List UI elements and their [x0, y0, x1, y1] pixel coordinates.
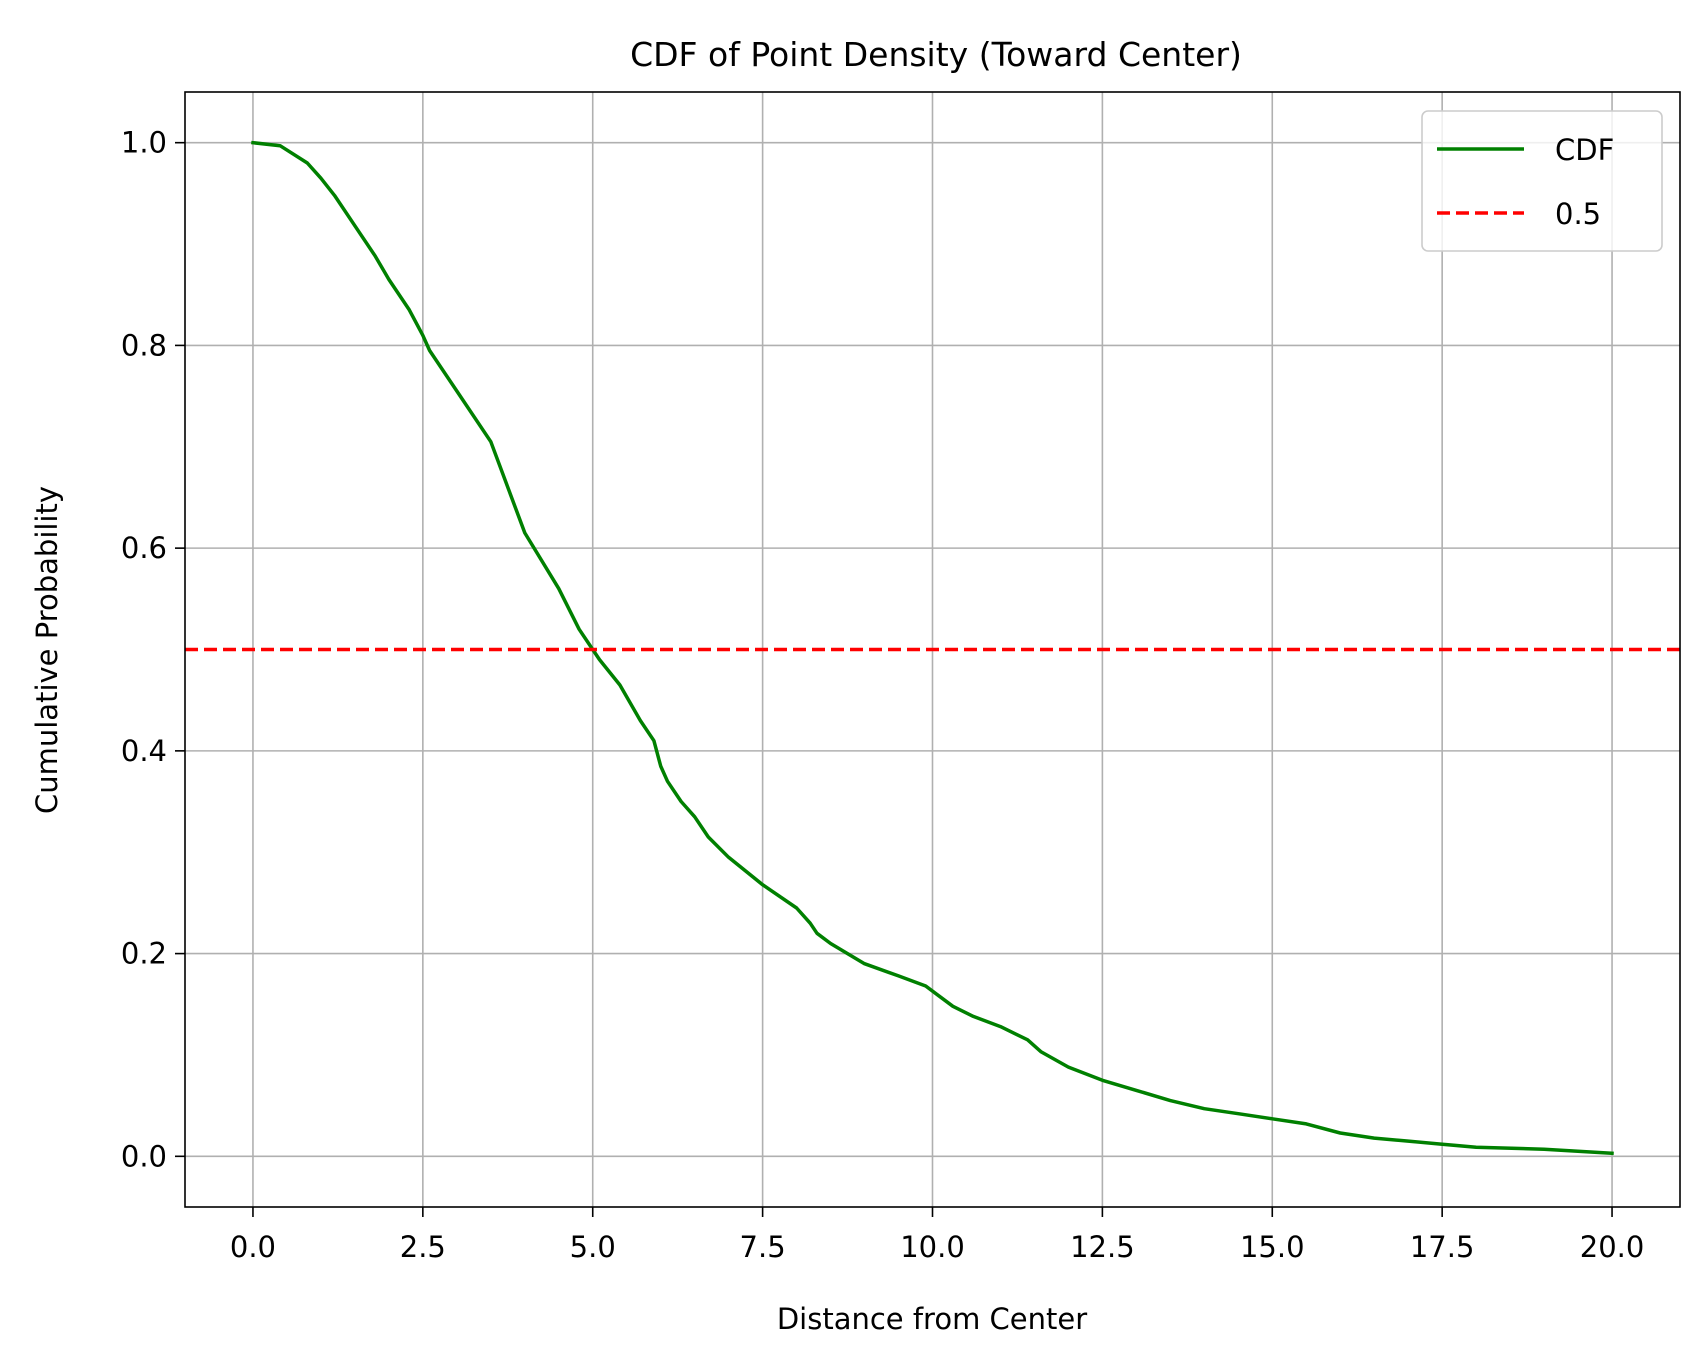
x-tick-label: 15.0 — [1240, 1230, 1305, 1264]
legend: CDF 0.5 — [1421, 110, 1663, 252]
y-tick-label: 0.0 — [121, 1139, 167, 1173]
x-tick-label: 0.0 — [230, 1230, 276, 1264]
legend-label-cdf: CDF — [1555, 133, 1614, 167]
x-tick-label: 7.5 — [740, 1230, 786, 1264]
x-tick-label: 12.5 — [1070, 1230, 1135, 1264]
grid-lines — [185, 92, 1680, 1207]
y-axis-label: Cumulative Probability — [30, 486, 64, 814]
x-tick-label: 17.5 — [1410, 1230, 1475, 1264]
x-tick-label: 2.5 — [400, 1230, 446, 1264]
chart-title: CDF of Point Density (Toward Center) — [630, 35, 1242, 74]
cdf-series-line — [251, 140, 1614, 1156]
x-tick-label: 20.0 — [1580, 1230, 1645, 1264]
y-tick-label: 1.0 — [121, 126, 167, 160]
x-tick-label: 10.0 — [900, 1230, 965, 1264]
x-tick-label: 5.0 — [570, 1230, 616, 1264]
legend-box — [1421, 110, 1663, 252]
x-axis: 0.0 2.5 5.0 7.5 10.0 12.5 15.0 17.5 20.0 — [230, 1207, 1644, 1264]
legend-label-threshold: 0.5 — [1555, 197, 1601, 231]
y-tick-label: 0.6 — [121, 531, 167, 565]
y-tick-label: 0.2 — [121, 937, 167, 971]
y-tick-label: 0.8 — [121, 328, 167, 362]
x-axis-label: Distance from Center — [777, 1302, 1087, 1336]
series-lines — [185, 140, 1680, 1156]
y-tick-label: 0.4 — [121, 734, 167, 768]
y-axis: 0.0 0.2 0.4 0.6 0.8 1.0 — [121, 126, 185, 1173]
